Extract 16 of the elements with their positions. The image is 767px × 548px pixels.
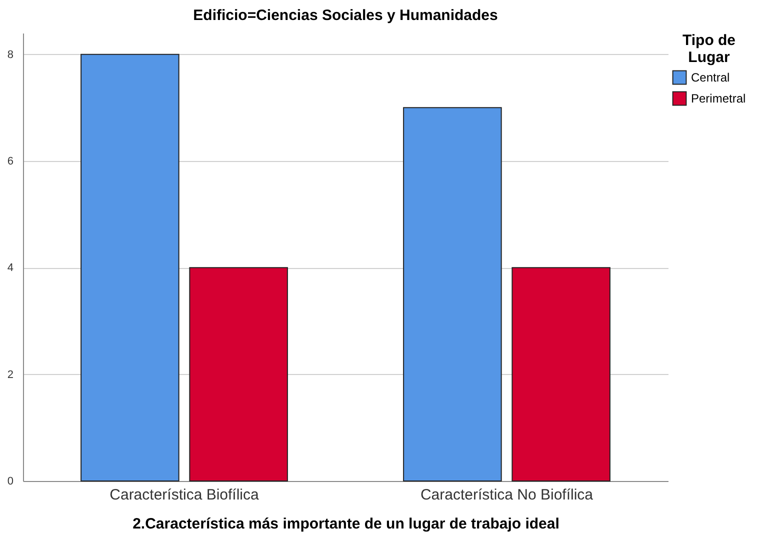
x-tick-label: Característica Biofílica <box>110 486 260 504</box>
y-tick-label: 4 <box>7 262 14 274</box>
x-axis-title: 2.Característica más importante de un lugar de trabajo ideal <box>132 516 560 532</box>
bar <box>512 267 610 482</box>
y-tick-label: 0 <box>7 476 14 488</box>
y-tick-label: 2 <box>7 368 14 381</box>
y-tick-label: 6 <box>7 156 14 168</box>
legend-label: Central <box>691 70 730 84</box>
bar <box>80 54 180 482</box>
legend-label: Perimetral <box>691 92 746 106</box>
chart-title: Edificio=Ciencias Sociales y Humanidades <box>193 7 498 24</box>
x-tick-label: Característica No Biofílica <box>420 486 594 504</box>
y-tick-label: 8 <box>7 48 14 61</box>
legend-title: Tipo de Lugar <box>682 32 736 66</box>
bar <box>403 107 502 482</box>
bar <box>189 267 288 482</box>
